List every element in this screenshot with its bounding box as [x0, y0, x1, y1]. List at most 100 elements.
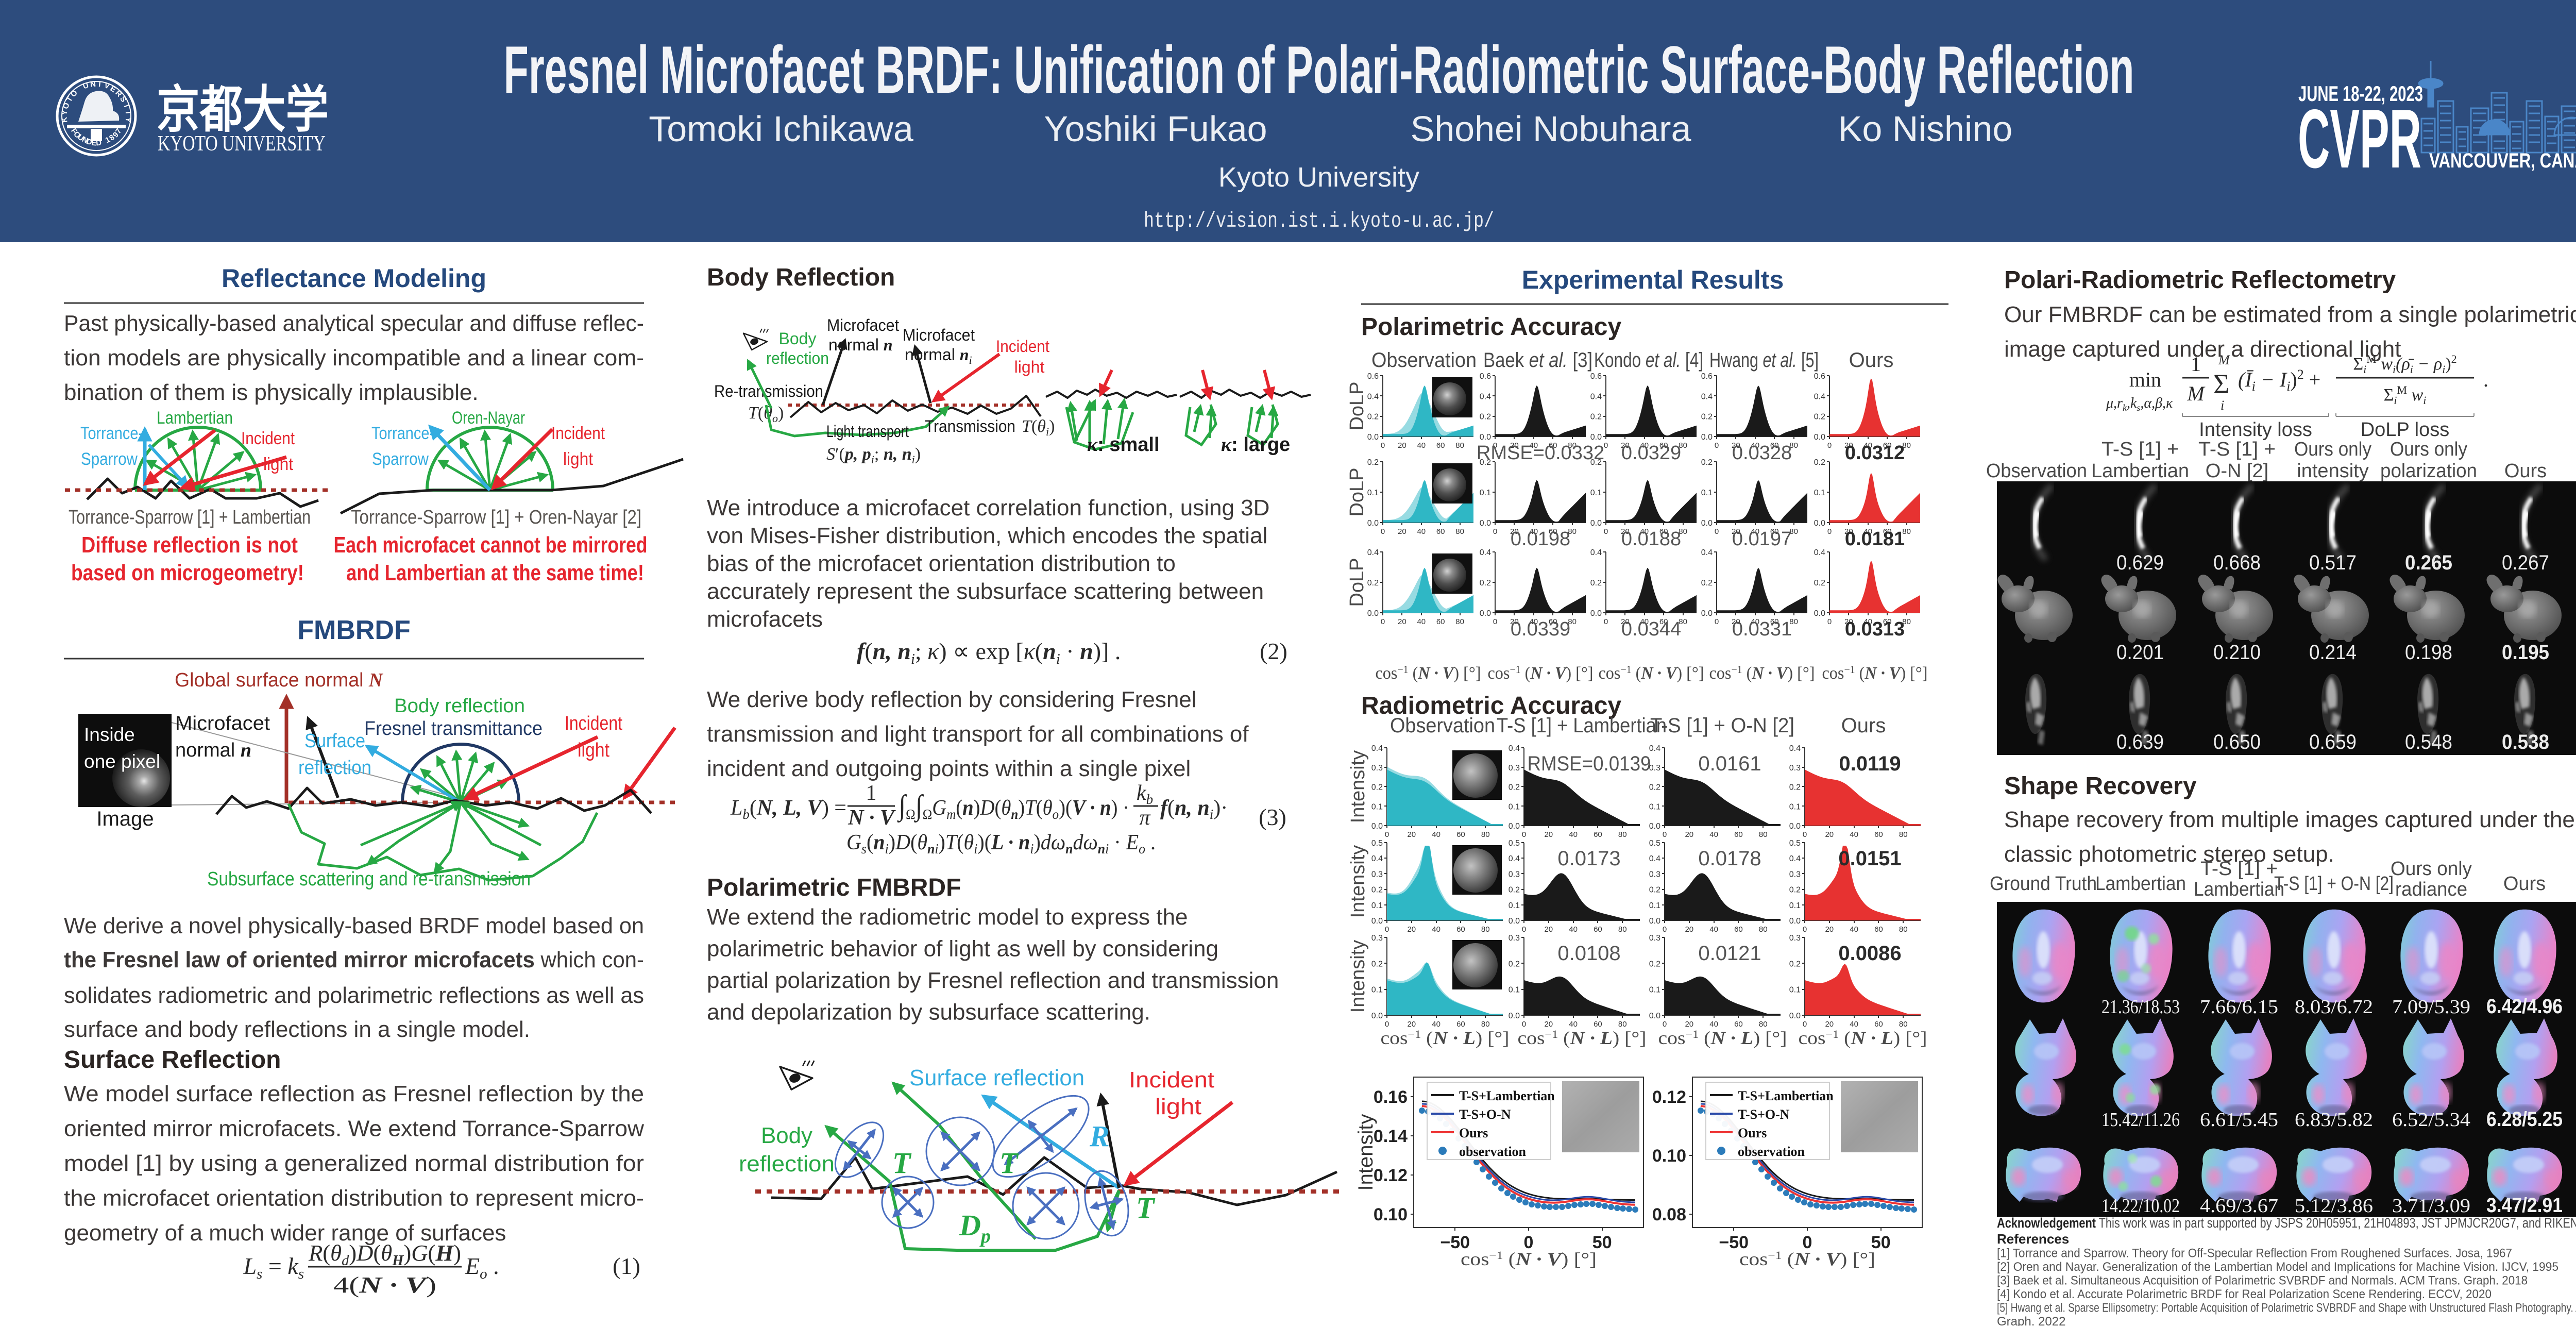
svg-text:Body: Body — [761, 1123, 812, 1148]
svg-text:0.4: 0.4 — [1480, 392, 1491, 401]
svg-text:80: 80 — [1481, 1020, 1490, 1029]
svg-text:Observation: Observation — [1986, 460, 2087, 482]
svg-text:Incident: Incident — [565, 713, 622, 734]
svg-text:T-S [1] +: T-S [1] + — [2102, 439, 2179, 460]
svg-text:0.6: 0.6 — [1814, 372, 1825, 381]
svg-text:−50: −50 — [1440, 1233, 1470, 1252]
svg-text:0.6: 0.6 — [1367, 372, 1379, 381]
svg-text:0: 0 — [1522, 830, 1526, 839]
svg-text:0.2: 0.2 — [1590, 458, 1602, 467]
svg-text:Acknowledgement This work was: Acknowledgement This work was in part su… — [1997, 1215, 2576, 1231]
svg-text:40: 40 — [1863, 617, 1872, 626]
svg-text:40: 40 — [1432, 1020, 1440, 1029]
svg-text:cos−1 (N · V) [°]: cos−1 (N · V) [°] — [1599, 663, 1704, 683]
svg-text:0: 0 — [1385, 1020, 1389, 1029]
svg-text:Σ: Σ — [2213, 368, 2229, 399]
svg-text:80: 80 — [1679, 441, 1687, 450]
svg-text:We model surface reflection as: We model surface reflection as Fresnel r… — [64, 1081, 644, 1106]
svg-text:0: 0 — [1604, 527, 1608, 536]
svg-text:I: I — [98, 80, 101, 89]
svg-text:0.265: 0.265 — [2405, 551, 2452, 574]
svg-text:polarization: polarization — [2380, 460, 2477, 482]
svg-text:0: 0 — [1715, 527, 1719, 536]
svg-text:Ours only: Ours only — [2294, 439, 2371, 460]
svg-text:tion models are physically inc: tion models are physically incompatible … — [64, 345, 644, 371]
svg-text:8.03/6.72: 8.03/6.72 — [2295, 996, 2373, 1018]
svg-text:CVPR: CVPR — [2298, 92, 2421, 186]
svg-text:observation: observation — [1738, 1144, 1805, 1159]
svg-text:Global surface normal N: Global surface normal N — [175, 669, 384, 691]
svg-text:cos−1 (N · L) [°]: cos −1 (N · L) [°] — [1381, 1028, 1510, 1048]
svg-text:40: 40 — [1850, 830, 1858, 839]
svg-text:0.201: 0.201 — [2116, 641, 2164, 664]
svg-text:0.0178: 0.0178 — [1698, 847, 1761, 870]
svg-text:partial polarization by Fresne: partial polarization by Fresnel reflecti… — [707, 968, 1279, 993]
svg-text:reflection: reflection — [739, 1151, 835, 1177]
svg-text:0.0: 0.0 — [1509, 822, 1520, 831]
svg-text:Our FMBRDF can be estimated fr: Our FMBRDF can be estimated from a singl… — [2004, 302, 2576, 327]
svg-text:20: 20 — [1407, 830, 1416, 839]
svg-text:20: 20 — [1732, 441, 1740, 450]
svg-text:U: U — [82, 81, 90, 91]
svg-text:0.0121: 0.0121 — [1698, 942, 1761, 965]
svg-text:0.3: 0.3 — [1649, 764, 1660, 773]
svg-text:0.3: 0.3 — [1371, 934, 1383, 943]
svg-text:21.36/18.53: 21.36/18.53 — [2102, 996, 2180, 1018]
svg-text:80: 80 — [1618, 830, 1627, 839]
svg-text:20: 20 — [1510, 441, 1519, 450]
svg-text:DoLP: DoLP — [1346, 467, 1368, 516]
svg-text:T: T — [1136, 1191, 1156, 1224]
svg-text:0.3: 0.3 — [1371, 870, 1383, 879]
svg-text:20: 20 — [1825, 1020, 1834, 1029]
svg-text:6.28/5.25: 6.28/5.25 — [2486, 1108, 2563, 1131]
svg-text:0.1: 0.1 — [1367, 489, 1379, 497]
svg-text:0: 0 — [1803, 830, 1807, 839]
svg-text:Dp: Dp — [959, 1208, 991, 1247]
svg-text:0.0: 0.0 — [1371, 822, 1383, 831]
svg-text:RMSE=0.0139: RMSE=0.0139 — [1528, 752, 1651, 775]
svg-text:Intensity: Intensity — [1347, 845, 1369, 918]
svg-text:40: 40 — [1863, 527, 1872, 536]
svg-text:0.0: 0.0 — [1367, 433, 1379, 442]
svg-text:0.0: 0.0 — [1371, 1012, 1383, 1020]
svg-text:80: 80 — [1902, 527, 1911, 536]
svg-text:40: 40 — [1417, 617, 1426, 626]
svg-text:0.2: 0.2 — [1789, 783, 1801, 792]
svg-text:cos−1 (N · V) [°]: cos−1 (N · V) [°] — [1739, 1249, 1875, 1269]
svg-text:20: 20 — [1844, 617, 1853, 626]
svg-text:RMSE=0.0332: RMSE=0.0332 — [1477, 442, 1604, 464]
svg-text:0.0: 0.0 — [1480, 609, 1491, 618]
svg-text:0.4: 0.4 — [1649, 744, 1660, 753]
svg-text:0.2: 0.2 — [1480, 413, 1491, 422]
svg-text:0.1: 0.1 — [1789, 986, 1801, 995]
svg-text:20: 20 — [1407, 925, 1416, 934]
svg-text:5.12/3.86: 5.12/3.86 — [2295, 1195, 2373, 1217]
svg-text:Ls = ks: Ls = ks — [243, 1253, 304, 1282]
svg-text:0.0: 0.0 — [1649, 917, 1660, 926]
svg-text:0.1: 0.1 — [1371, 901, 1383, 910]
svg-text:Lambertian: Lambertian — [157, 408, 233, 428]
svg-text:0: 0 — [1663, 1020, 1667, 1029]
svg-text:Microfacet: Microfacet — [175, 713, 270, 734]
svg-text:observation: observation — [1459, 1144, 1527, 1159]
svg-text:T(θi): T(θi) — [1022, 417, 1055, 438]
svg-text:cos−1 (N · V) [°]: cos−1 (N · V) [°] — [1376, 663, 1481, 683]
svg-text:40: 40 — [1432, 925, 1440, 934]
svg-text:0.0: 0.0 — [1789, 822, 1801, 831]
svg-text:light: light — [1155, 1094, 1201, 1119]
svg-text:80: 80 — [1789, 617, 1798, 626]
svg-text:1: 1 — [2191, 353, 2201, 376]
svg-text:microfacets: microfacets — [707, 607, 823, 632]
svg-text:0: 0 — [1381, 527, 1385, 536]
svg-text:0.0173: 0.0173 — [1557, 847, 1620, 870]
svg-text:0.1: 0.1 — [1590, 489, 1602, 497]
svg-text:Kyoto University: Kyoto University — [1218, 162, 1419, 193]
svg-text:0.0: 0.0 — [1814, 433, 1825, 442]
svg-text:0.2: 0.2 — [1480, 579, 1491, 588]
svg-text:20: 20 — [1544, 1020, 1553, 1029]
svg-text:0.2: 0.2 — [1701, 413, 1713, 422]
svg-text:0.0329: 0.0329 — [1621, 442, 1681, 464]
svg-text:JUNE 18-22, 2023: JUNE 18-22, 2023 — [2298, 81, 2423, 106]
svg-text:0.0313: 0.0313 — [1845, 618, 1905, 640]
svg-text:radiance: radiance — [2395, 879, 2467, 900]
